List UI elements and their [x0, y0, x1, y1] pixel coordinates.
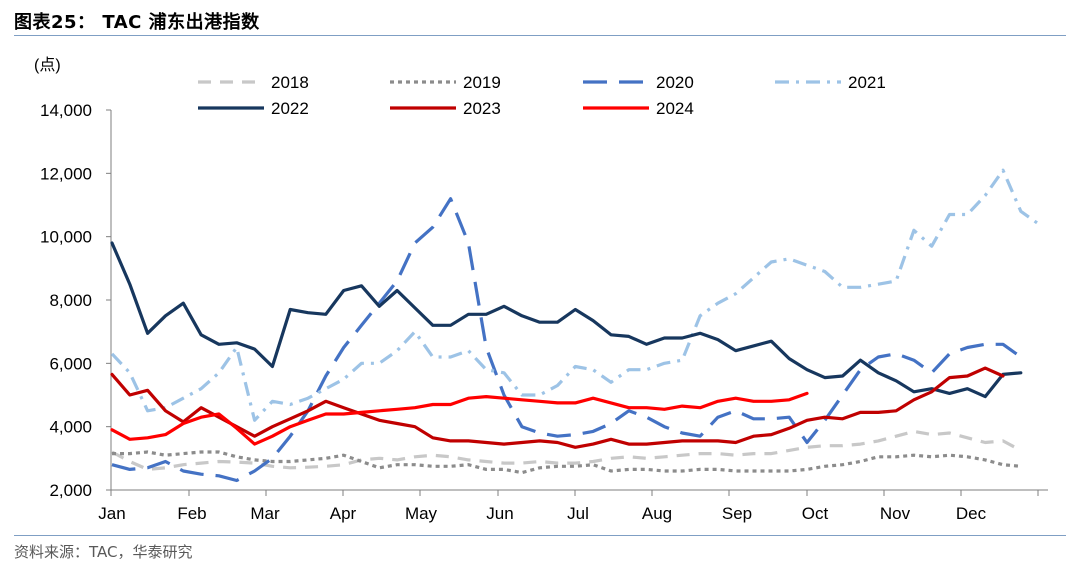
series-line-2020	[111, 197, 1022, 483]
x-tick-label: Jul	[567, 504, 589, 523]
legend-label: 2021	[848, 73, 886, 92]
source-divider	[14, 535, 1066, 536]
series-line-2022	[110, 241, 1023, 399]
x-tick-label: Apr	[330, 504, 357, 523]
x-tick-label: Sep	[722, 504, 752, 523]
legend-label: 2022	[271, 99, 309, 118]
title-divider	[14, 35, 1066, 36]
legend-label: 2024	[656, 99, 694, 118]
legend: 2018 2019 2020 2021 2022 2023 2024	[198, 73, 886, 118]
series-line-2019	[112, 450, 1021, 475]
axes: 2,000 4,000 6,000 8,000 10,000 12,000 14,000 (点…	[34, 56, 1048, 523]
y-tick-label: 12,000	[40, 164, 92, 183]
y-tick-label: 14,000	[40, 101, 92, 120]
y-tick-label: 8,000	[49, 291, 92, 310]
legend-item-2021: 2021	[775, 73, 886, 92]
y-tick-label: 4,000	[49, 418, 92, 437]
x-tick-label: Jun	[486, 504, 513, 523]
legend-item-2019: 2019	[390, 73, 501, 92]
legend-label: 2020	[656, 73, 694, 92]
legend-item-2024: 2024	[583, 99, 694, 118]
source-note: 资料来源：TAC，华泰研究	[14, 543, 193, 561]
legend-label: 2023	[463, 99, 501, 118]
legend-label: 2019	[463, 73, 501, 92]
x-tick-label: Dec	[956, 504, 987, 523]
x-tick-label: Feb	[177, 504, 206, 523]
series-line-2023	[110, 366, 1005, 449]
legend-item-2020: 2020	[583, 73, 694, 92]
x-tick-label: Nov	[880, 504, 911, 523]
x-tick-label: May	[405, 504, 438, 523]
legend-item-2023: 2023	[390, 99, 501, 118]
legend-item-2018: 2018	[198, 73, 309, 92]
legend-item-2022: 2022	[198, 99, 309, 118]
series-lines	[110, 168, 1040, 483]
series-line-2024	[110, 391, 809, 446]
x-tick-label: Oct	[802, 504, 829, 523]
figure-title: 图表25： TAC 浦东出港指数	[14, 12, 260, 33]
x-tick-label: Mar	[250, 504, 280, 523]
y-axis-unit: (点)	[34, 56, 61, 74]
y-tick-label: 2,000	[49, 481, 92, 500]
legend-label: 2018	[271, 73, 309, 92]
x-tick-label: Aug	[642, 504, 672, 523]
y-tick-label: 6,000	[49, 354, 92, 373]
x-tick-label: Jan	[98, 504, 125, 523]
series-line-2021	[110, 168, 1040, 422]
y-tick-label: 10,000	[40, 228, 92, 247]
